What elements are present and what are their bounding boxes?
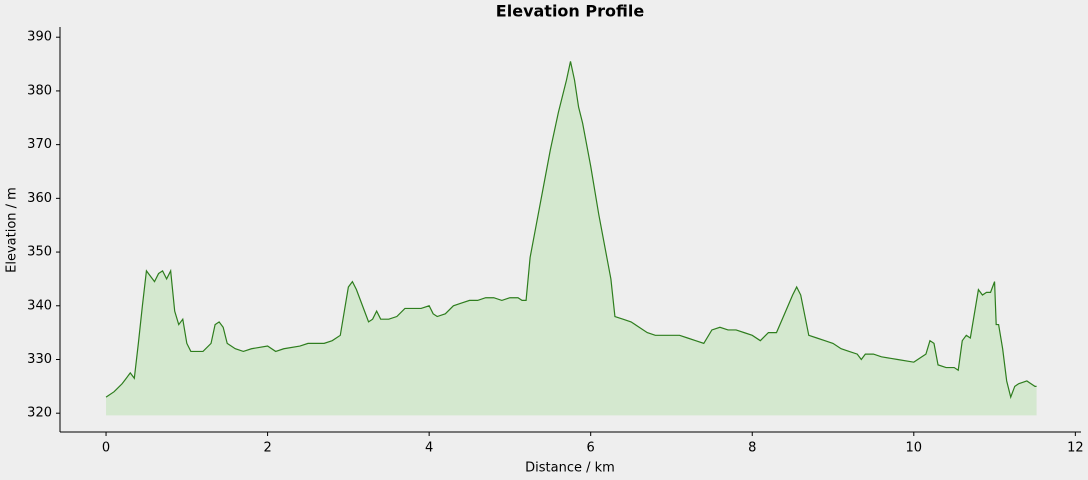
y-tick-label: 320 bbox=[27, 406, 52, 421]
y-tick-label: 390 bbox=[27, 30, 52, 45]
x-axis-label: Distance / km bbox=[525, 461, 615, 476]
y-tick-label: 380 bbox=[27, 83, 52, 98]
y-tick-label: 340 bbox=[27, 298, 52, 313]
x-tick-label: 4 bbox=[425, 441, 433, 456]
x-tick-label: 12 bbox=[1067, 441, 1084, 456]
chart-title: Elevation Profile bbox=[496, 2, 645, 21]
x-tick-label: 10 bbox=[906, 441, 923, 456]
x-tick-label: 2 bbox=[263, 441, 271, 456]
y-tick-label: 360 bbox=[27, 191, 52, 206]
x-tick-label: 0 bbox=[102, 441, 110, 456]
area-fill bbox=[106, 61, 1037, 416]
y-tick-label: 370 bbox=[27, 137, 52, 152]
y-tick-label: 330 bbox=[27, 352, 52, 367]
x-tick-label: 6 bbox=[587, 441, 595, 456]
x-tick-label: 8 bbox=[748, 441, 756, 456]
y-axis-label: Elevation / m bbox=[5, 187, 20, 273]
y-tick-label: 350 bbox=[27, 245, 52, 260]
elevation-line bbox=[105, 61, 1037, 400]
